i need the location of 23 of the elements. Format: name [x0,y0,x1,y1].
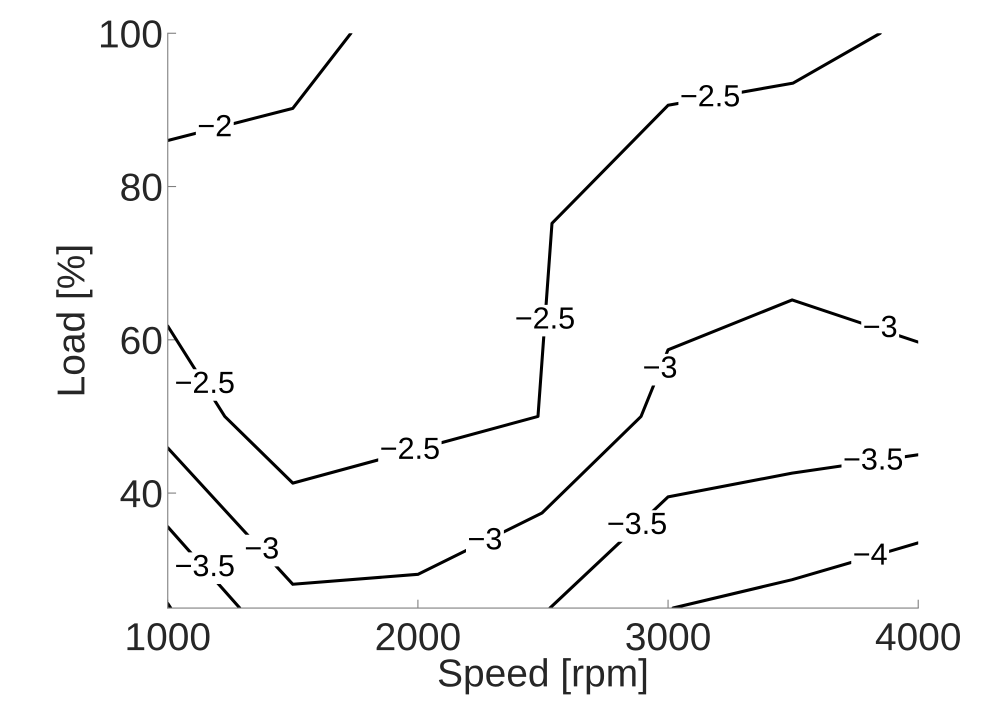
annotation: −3 [469,528,502,550]
y-tick-label: 100 [100,20,162,48]
x-axis-title: Speed [rpm] [438,658,646,694]
annotation: −3.5 [176,554,234,576]
annotation: −3.5 [844,448,902,470]
x-tick-label: 4000 [876,622,960,650]
x-tick-label: 1000 [127,622,210,650]
y-axis-title: Load [%] [56,246,92,394]
x-tick-label: 2000 [376,622,460,650]
x-tick-label: 3000 [626,622,710,650]
y-tick-label: 60 [122,326,162,354]
annotation: −2.5 [176,372,234,394]
annotation: −2.5 [516,307,574,329]
annotation: −3 [246,537,278,559]
annotation: −2.5 [381,438,439,460]
annotation: −2.5 [681,84,739,107]
annotation: −2 [198,114,231,136]
annotation: −3 [644,356,676,378]
y-tick-label: 80 [121,173,162,202]
y-tick-label: 40 [120,480,162,508]
annotation: −3 [864,316,896,338]
annotation: −4 [854,544,887,565]
annotation: −3.5 [608,512,666,534]
